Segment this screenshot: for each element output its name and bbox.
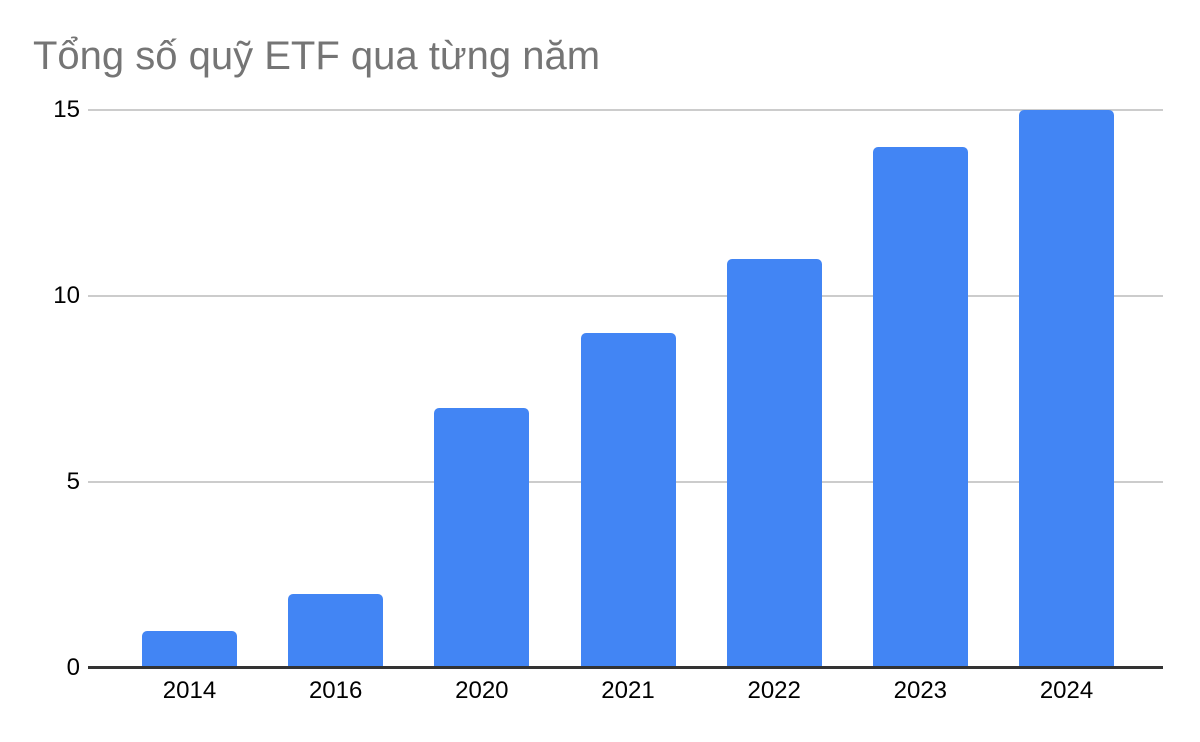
y-axis-tick-label: 10 [53,282,80,309]
chart-title: Tổng số quỹ ETF qua từng năm [33,34,601,78]
x-axis-tick-label: 2021 [601,677,655,704]
y-axis-tick-label: 5 [66,468,80,495]
x-axis-line [88,666,1163,669]
x-axis-tick-label: 2024 [1039,677,1094,704]
bar-2023 [872,147,968,668]
y-axis-tick-label: 15 [53,96,80,123]
bar-2024 [1019,110,1115,668]
x-axis-tick-label: 2022 [747,677,801,704]
gridline-15 [88,109,1163,111]
gridline-10 [88,295,1163,297]
y-axis-tick-label: 0 [66,654,80,681]
x-axis-tick-label: 2016 [308,677,363,704]
bar-2014 [142,630,237,668]
x-axis-tick-label: 2020 [455,677,509,704]
x-axis-tick-label: 2014 [162,677,217,704]
bar-2021 [580,333,676,668]
plot-area [88,109,1163,668]
bar-2020 [434,407,530,668]
x-axis-tick-label: 2023 [893,677,948,704]
bar-2022 [726,258,822,668]
bar-2016 [288,593,384,668]
